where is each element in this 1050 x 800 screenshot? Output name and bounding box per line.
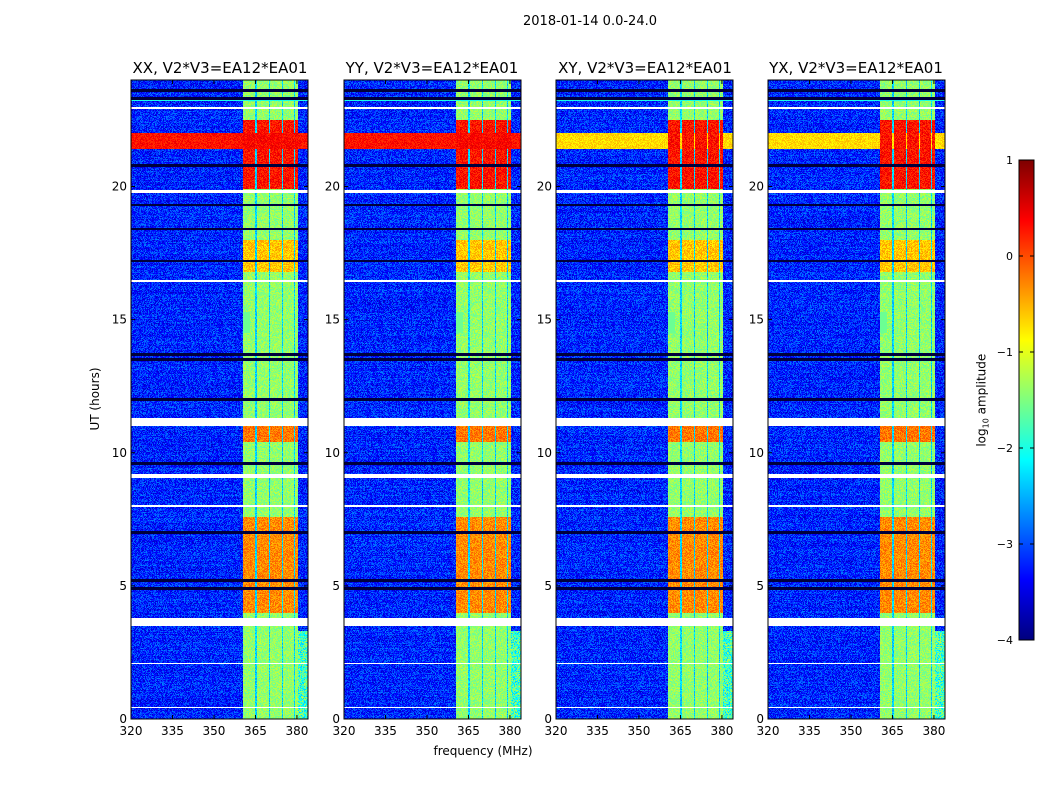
x-tick-label: 320	[545, 724, 568, 738]
colorbar-label-rest: amplitude	[974, 353, 989, 419]
x-tick-label: 320	[757, 724, 780, 738]
x-tick-label: 380	[498, 724, 521, 738]
colorbar-frame	[1018, 159, 1035, 641]
x-tick-label: 335	[798, 724, 821, 738]
y-tick-label: 15	[112, 313, 127, 327]
heatmap-yx	[768, 80, 945, 719]
y-tick-label: 20	[749, 180, 764, 194]
y-axis-label: UT (hours)	[88, 367, 102, 431]
y-tick-label: 20	[537, 180, 552, 194]
y-tick-label: 5	[756, 579, 764, 593]
x-tick-label: 320	[333, 724, 356, 738]
x-tick-label: 350	[416, 724, 439, 738]
colorbar-tick-label: −3	[997, 538, 1013, 551]
axes-frame	[130, 79, 309, 720]
panel-title-xx: XX, V2*V3=EA12*EA01	[132, 59, 308, 77]
colorbar-label: log10 amplitude	[974, 338, 990, 463]
colorbar-tick-label: −4	[997, 634, 1013, 647]
figure-title: 2018-01-14 0.0-24.0	[523, 14, 657, 29]
y-tick-label: 15	[537, 313, 552, 327]
panel-title-yy: YY, V2*V3=EA12*EA01	[345, 59, 519, 77]
x-tick-label: 380	[710, 724, 733, 738]
panel-title-yx: YX, V2*V3=EA12*EA01	[769, 59, 943, 77]
heatmap-xx	[131, 80, 308, 719]
y-tick-label: 0	[332, 712, 340, 726]
axes-frame	[343, 79, 522, 720]
y-tick-label: 15	[325, 313, 340, 327]
y-tick-label: 20	[112, 180, 127, 194]
colorbar-tick-label: −2	[997, 442, 1013, 455]
y-tick-label: 5	[544, 579, 552, 593]
x-tick-label: 380	[922, 724, 945, 738]
y-tick-label: 10	[749, 446, 764, 460]
panel-title-xy: XY, V2*V3=EA12*EA01	[558, 59, 732, 77]
y-tick-label: 20	[325, 180, 340, 194]
y-tick-label: 10	[325, 446, 340, 460]
x-tick-label: 350	[840, 724, 863, 738]
x-tick-label: 365	[881, 724, 904, 738]
y-tick-label: 0	[544, 712, 552, 726]
axes-frame	[767, 79, 946, 720]
x-tick-label: 350	[203, 724, 226, 738]
y-tick-label: 5	[332, 579, 340, 593]
x-axis-label: frequency (MHz)	[433, 744, 533, 758]
heatmap-yy	[344, 80, 521, 719]
y-tick-label: 10	[537, 446, 552, 460]
axes-frame	[555, 79, 734, 720]
x-tick-label: 365	[457, 724, 480, 738]
y-tick-label: 10	[112, 446, 127, 460]
x-tick-label: 380	[285, 724, 308, 738]
colorbar	[1019, 160, 1034, 640]
colorbar-tick-label: 1	[1006, 154, 1013, 167]
x-tick-label: 335	[374, 724, 397, 738]
y-tick-label: 0	[119, 712, 127, 726]
x-tick-label: 335	[586, 724, 609, 738]
x-tick-label: 365	[669, 724, 692, 738]
colorbar-label-sub: 10	[981, 418, 991, 429]
colorbar-tick-label: −1	[997, 346, 1013, 359]
x-tick-label: 320	[120, 724, 143, 738]
x-tick-label: 350	[628, 724, 651, 738]
y-tick-label: 15	[749, 313, 764, 327]
x-tick-label: 335	[161, 724, 184, 738]
colorbar-label-base: log	[974, 428, 989, 447]
heatmap-xy	[556, 80, 733, 719]
y-tick-label: 0	[756, 712, 764, 726]
x-tick-label: 365	[244, 724, 267, 738]
y-tick-label: 5	[119, 579, 127, 593]
colorbar-tick-label: 0	[1006, 250, 1013, 263]
